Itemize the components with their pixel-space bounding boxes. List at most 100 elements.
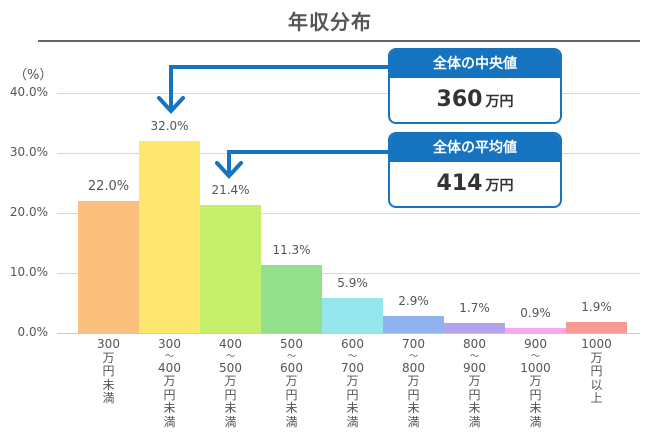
x-category-label-line: 〜	[347, 351, 357, 362]
x-category-label-line: 万	[407, 374, 420, 388]
bar	[383, 315, 444, 333]
x-category-label: 1000 万円以上	[566, 337, 627, 406]
x-category-label-line: 万	[529, 374, 542, 388]
x-category-label-line: 満	[529, 414, 542, 429]
x-category-label: 800 〜 900 万円未満	[444, 337, 505, 429]
x-category-label-line: 400	[219, 337, 242, 351]
x-category-label-line: 万	[468, 374, 481, 388]
x-category-label-line: 万	[224, 374, 237, 388]
mean-callout: 全体の平均値 414 万円	[388, 132, 562, 208]
x-category-label-line: 万	[285, 374, 298, 388]
x-category-label-line: 未	[529, 401, 542, 415]
x-category-label-line: 〜	[469, 351, 479, 362]
x-category-label: 700 〜 800 万円未満	[383, 337, 444, 429]
bar-value-label: 22.0%	[87, 179, 130, 194]
x-category-label-line: 以	[590, 377, 603, 392]
bar	[78, 201, 139, 333]
x-category-label-line: 円	[102, 364, 115, 378]
x-category-label-line: 未	[285, 401, 298, 415]
median-arrow-icon	[157, 65, 390, 114]
x-category-label-line: 〜	[408, 351, 418, 362]
x-category-label: 500 〜 600 万円未満	[261, 337, 322, 429]
x-category-label-line: 未	[163, 401, 176, 415]
x-category-label-line: 未	[346, 401, 359, 415]
x-category-label-line: 円	[163, 387, 176, 402]
x-category-label: 400 〜 500 万円未満	[200, 337, 261, 429]
x-category-label-line: 万	[102, 350, 115, 365]
mean-arrow-icon	[215, 150, 390, 179]
x-category-label-line: 満	[346, 414, 359, 429]
x-category-label-line: 700	[341, 360, 364, 375]
bar	[505, 327, 566, 333]
x-category-label-line: 上	[590, 391, 603, 405]
x-category-label-line: 円	[407, 387, 420, 402]
y-tick-label: 0.0%	[17, 325, 49, 339]
x-category-label-line: 600	[280, 360, 303, 375]
x-category-label: 900 〜 1000 万円未満	[505, 337, 566, 429]
median-callout: 全体の中央値 360 万円	[388, 48, 562, 124]
x-category-label-line: 800	[463, 337, 486, 351]
bar-value-label: 2.9%	[398, 293, 429, 308]
x-category-label-line: 1000	[581, 337, 612, 351]
x-category-label-line: 満	[468, 414, 481, 429]
bar-value-label: 1.7%	[459, 300, 490, 315]
x-category-label-line: 400	[158, 360, 181, 375]
x-category-label-line: 満	[224, 414, 237, 429]
x-category-label-line: 300	[158, 337, 181, 351]
bar-value-label: 32.0%	[150, 119, 189, 133]
x-category-label-line: 未	[224, 401, 237, 415]
x-category-label-line: 600	[341, 337, 364, 351]
x-category-label-line: 円	[346, 387, 359, 402]
bar	[566, 321, 627, 333]
bar	[139, 141, 200, 333]
x-category-label-line: 〜	[286, 351, 296, 362]
x-category-label-line: 500	[219, 360, 242, 375]
x-category-label-line: 〜	[164, 351, 174, 362]
y-axis-unit-label: （%）	[14, 68, 53, 83]
bar-value-label: 11.3%	[272, 243, 311, 258]
x-category-label-line: 円	[590, 364, 603, 378]
y-tick-label: 10.0%	[9, 265, 48, 279]
bar-value-label: 0.9%	[520, 305, 551, 320]
x-category-label: 600 〜 700 万円未満	[322, 337, 383, 429]
gridline-20	[57, 213, 640, 214]
y-tick-label: 30.0%	[9, 145, 48, 159]
x-category-label-line: 満	[102, 391, 115, 405]
x-category-label-line: 1000	[520, 360, 551, 375]
chart-title: 年収分布	[288, 10, 372, 34]
x-category-label-line: 未	[102, 377, 115, 392]
x-category-label-line: 万	[590, 350, 603, 365]
mean-value: 414	[436, 171, 483, 196]
x-category-label: 300 万円未満	[78, 337, 139, 406]
x-category-label-line: 900	[524, 337, 547, 351]
x-category-label-line: 未	[468, 401, 481, 415]
x-category-label-line: 800	[402, 360, 425, 375]
x-category-label-line: 円	[285, 387, 298, 402]
mean-callout-label: 全体の平均値	[390, 134, 560, 162]
x-axis-line	[57, 333, 640, 334]
bar	[200, 204, 261, 333]
bar-value-label: 5.9%	[337, 275, 368, 290]
x-category-label-line: 満	[163, 414, 176, 429]
x-category-label-line: 700	[402, 337, 425, 351]
x-category-label-line: 未	[407, 401, 420, 415]
title-underline	[38, 40, 640, 42]
y-tick-label: 40.0%	[9, 85, 48, 99]
x-category-label-line: 〜	[225, 351, 235, 362]
y-tick-label: 20.0%	[9, 205, 48, 219]
x-category-label-line: 円	[529, 387, 542, 402]
x-category-label-line: 500	[280, 337, 303, 351]
bar	[261, 265, 322, 333]
bar-value-label: 1.9%	[581, 299, 612, 314]
gridline-10	[57, 273, 640, 274]
x-category-label-line: 300	[97, 337, 120, 351]
bar-value-label: 21.4%	[211, 182, 250, 197]
x-category-label-line: 満	[407, 414, 420, 429]
median-unit: 万円	[485, 94, 514, 110]
bar	[444, 322, 505, 333]
x-category-label-line: 900	[463, 360, 486, 375]
x-category-label-line: 〜	[530, 351, 540, 362]
gridline-40	[57, 93, 640, 94]
median-callout-label: 全体の中央値	[390, 50, 560, 78]
